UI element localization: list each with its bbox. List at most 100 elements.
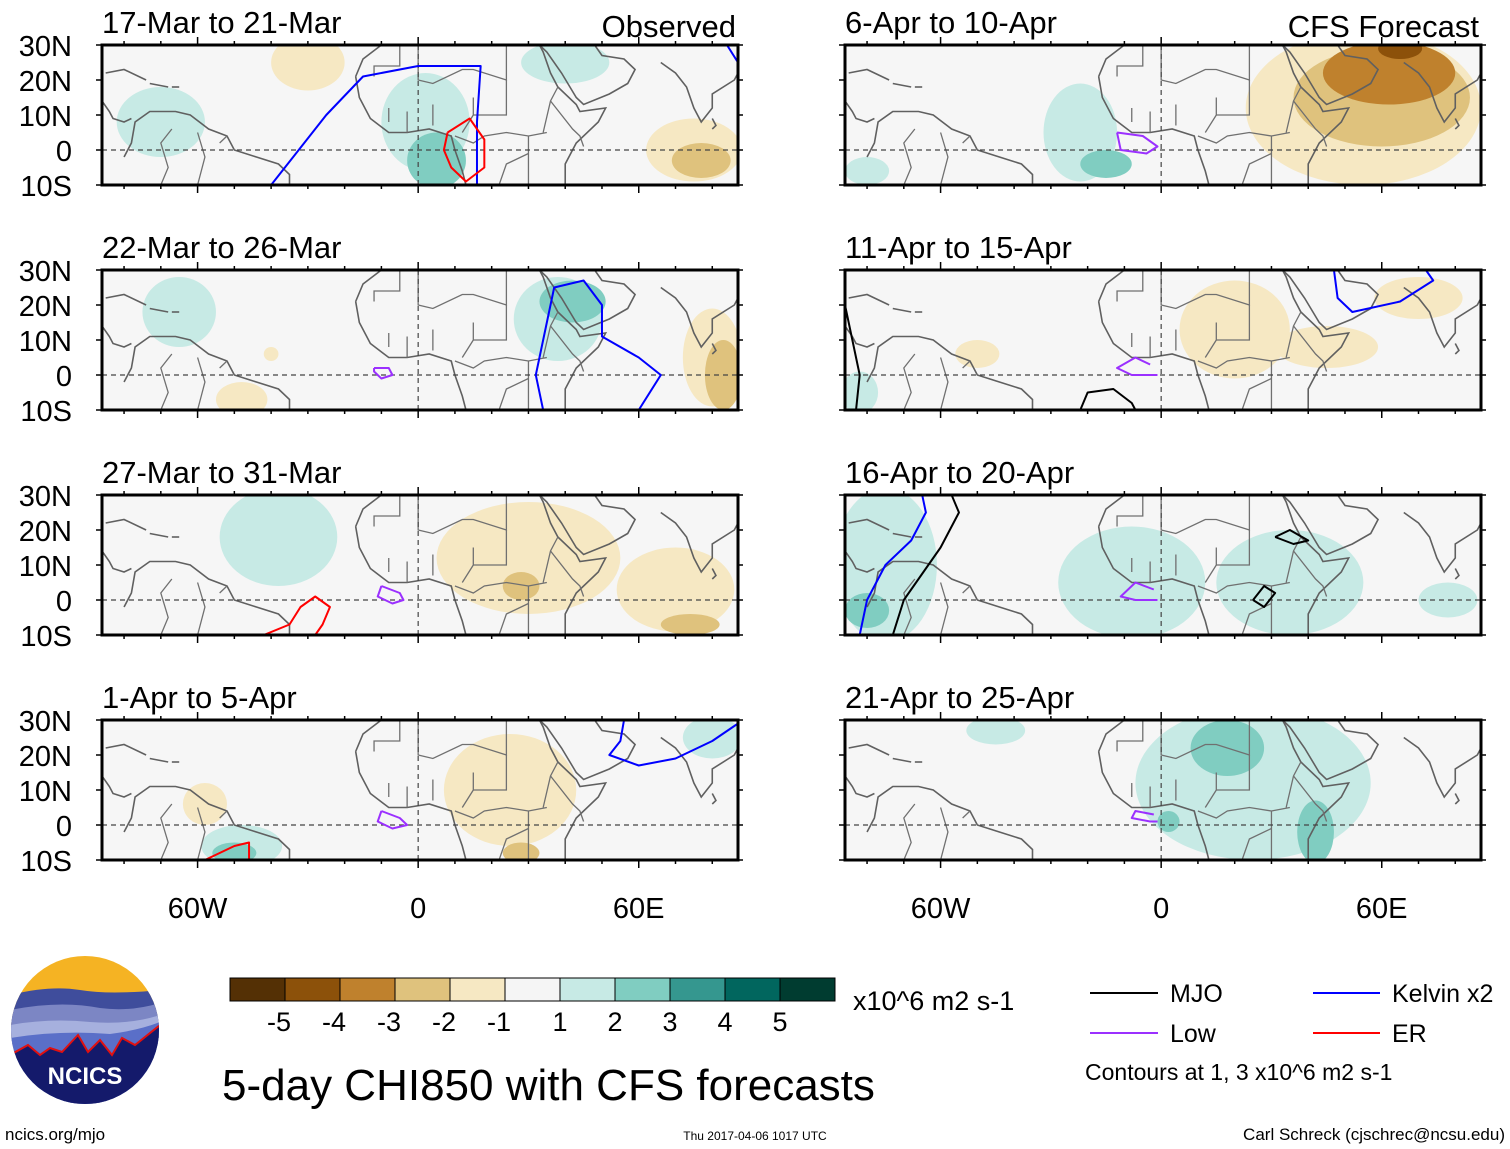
coastline bbox=[354, 270, 382, 302]
anomaly-shading bbox=[1322, 45, 1456, 105]
coastline bbox=[102, 550, 132, 573]
colorbar-units: x10^6 m2 s-1 bbox=[853, 986, 1014, 1016]
country-border bbox=[1216, 755, 1251, 791]
country-border bbox=[1116, 45, 1144, 77]
figure-title: 5-day CHI850 with CFS forecasts bbox=[222, 1061, 875, 1110]
colorbar-swatch bbox=[449, 977, 506, 1002]
country-border bbox=[1292, 550, 1328, 597]
x-tick-label: 60E bbox=[613, 893, 665, 925]
colorbar-tick-label: 3 bbox=[662, 1007, 677, 1037]
ncics-logo: NCICS bbox=[11, 956, 159, 1104]
coastline bbox=[102, 100, 132, 123]
y-tick-label: 20N bbox=[19, 291, 72, 323]
coastline bbox=[1454, 793, 1460, 805]
y-tick-label: 10S bbox=[20, 621, 72, 653]
country-border bbox=[498, 827, 529, 860]
anomaly-shading bbox=[502, 842, 540, 860]
coastline bbox=[105, 518, 147, 531]
anomaly-shading bbox=[845, 371, 879, 410]
country-border bbox=[1216, 530, 1251, 566]
coastline bbox=[892, 757, 912, 763]
country-border bbox=[498, 602, 529, 635]
contour-mjo bbox=[1252, 585, 1277, 608]
anomaly-shading bbox=[219, 495, 338, 586]
coastline bbox=[660, 286, 738, 349]
y-tick-label: 20N bbox=[19, 516, 72, 548]
coastline bbox=[845, 550, 875, 573]
country-border bbox=[1216, 305, 1251, 341]
y-tick-label: 0 bbox=[56, 361, 72, 393]
country-border bbox=[196, 357, 206, 410]
coastline bbox=[102, 325, 132, 348]
anomaly-shading bbox=[682, 720, 738, 759]
coastline bbox=[660, 736, 738, 799]
y-tick-label: 0 bbox=[56, 586, 72, 618]
country-border bbox=[219, 585, 228, 594]
coastline bbox=[848, 743, 890, 756]
country-border bbox=[939, 132, 949, 185]
country-border bbox=[454, 131, 547, 144]
country-border bbox=[1292, 325, 1328, 372]
country-border bbox=[454, 581, 547, 594]
coastline bbox=[123, 110, 291, 185]
y-tick-label: 10S bbox=[20, 846, 72, 878]
coastline bbox=[102, 775, 132, 798]
colorbar-swatch bbox=[779, 977, 836, 1002]
contour-kelvin-x2 bbox=[270, 65, 482, 185]
country-border bbox=[196, 132, 206, 185]
contour-kelvin-x2 bbox=[1332, 270, 1435, 313]
coastline bbox=[1403, 736, 1481, 799]
map-panel: 16-Apr to 20-Apr bbox=[839, 455, 1486, 643]
legend-label-mjo: MJO bbox=[1170, 980, 1223, 1008]
country-border bbox=[1197, 806, 1290, 819]
coastline bbox=[866, 335, 1034, 410]
contour-mjo bbox=[845, 304, 861, 410]
coastline bbox=[1403, 286, 1481, 349]
country-border bbox=[473, 80, 508, 116]
colorbar-tick-label: 1 bbox=[552, 1007, 567, 1037]
y-tick-label: 10N bbox=[19, 101, 72, 133]
coastline bbox=[1281, 495, 1380, 556]
colorbar-tick-label: -2 bbox=[432, 1007, 456, 1037]
contour-low bbox=[1116, 356, 1158, 376]
anomaly-shading bbox=[407, 132, 466, 185]
panel-tag: Observed bbox=[602, 9, 736, 44]
country-border bbox=[196, 807, 206, 860]
coastline bbox=[105, 68, 147, 81]
coastline bbox=[105, 743, 147, 756]
country-border bbox=[373, 720, 401, 752]
country-border bbox=[498, 152, 529, 185]
coastline bbox=[1281, 270, 1380, 331]
anomaly-shading bbox=[1179, 280, 1290, 379]
coastline bbox=[123, 785, 291, 860]
country-border bbox=[903, 578, 916, 635]
country-border bbox=[903, 128, 916, 185]
colorbar-tick-label: -4 bbox=[322, 1007, 346, 1037]
y-tick-label: 10N bbox=[19, 776, 72, 808]
y-tick-label: 30N bbox=[19, 706, 72, 738]
y-tick-label: 10N bbox=[19, 551, 72, 583]
country-border bbox=[160, 578, 173, 635]
map-panel: 11-Apr to 15-Apr bbox=[839, 230, 1486, 418]
colorbar-swatch bbox=[614, 977, 671, 1002]
country-border bbox=[1116, 720, 1144, 752]
anomaly-shading bbox=[1080, 150, 1132, 178]
anomaly-shading bbox=[1058, 526, 1206, 635]
contour-kelvin-x2 bbox=[726, 45, 738, 64]
contour-low bbox=[373, 367, 394, 380]
country-border bbox=[1204, 772, 1217, 808]
country-border bbox=[1197, 581, 1290, 594]
anomaly-shading bbox=[1275, 326, 1379, 368]
coastline bbox=[1281, 720, 1380, 781]
anomaly-shading bbox=[845, 593, 890, 628]
coastline bbox=[149, 532, 169, 538]
footer-url[interactable]: ncics.org/mjo bbox=[5, 1125, 105, 1144]
coastline bbox=[1454, 343, 1460, 355]
coastline bbox=[149, 757, 169, 763]
coastline bbox=[866, 560, 1034, 635]
country-border bbox=[160, 353, 173, 410]
coastline bbox=[892, 82, 912, 88]
anomaly-shading bbox=[660, 614, 720, 635]
colorbar-swatch bbox=[724, 977, 781, 1002]
